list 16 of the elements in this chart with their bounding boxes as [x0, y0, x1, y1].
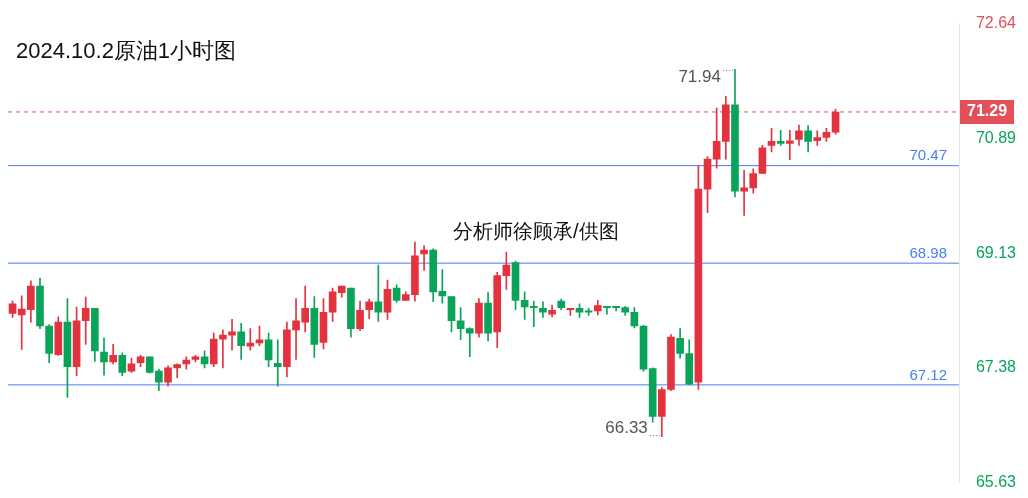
annotation: 66.33 — [605, 418, 648, 438]
candlestick — [465, 327, 474, 358]
ref-line-label: 70.47 — [909, 146, 947, 164]
text: 2024.10.2原油1小时图 — [16, 37, 237, 63]
y-tick-label: 70.89 — [975, 128, 1017, 146]
y-tick-label: 69.13 — [975, 243, 1017, 261]
annotation: 71.94 — [678, 67, 721, 87]
ref-line-label: 68.98 — [909, 243, 947, 261]
ref-line-label: 71.29 — [966, 102, 1008, 120]
candlestick — [776, 129, 785, 146]
annotation: 分析师徐顾承/供图 — [453, 219, 619, 242]
y-tick-label: 72.64 — [975, 14, 1017, 32]
ref-line-label: 67.12 — [909, 365, 947, 383]
y-tick-label: 65.63 — [975, 472, 1017, 490]
y-tick-label: 67.38 — [975, 358, 1017, 376]
candlestick — [786, 129, 794, 161]
